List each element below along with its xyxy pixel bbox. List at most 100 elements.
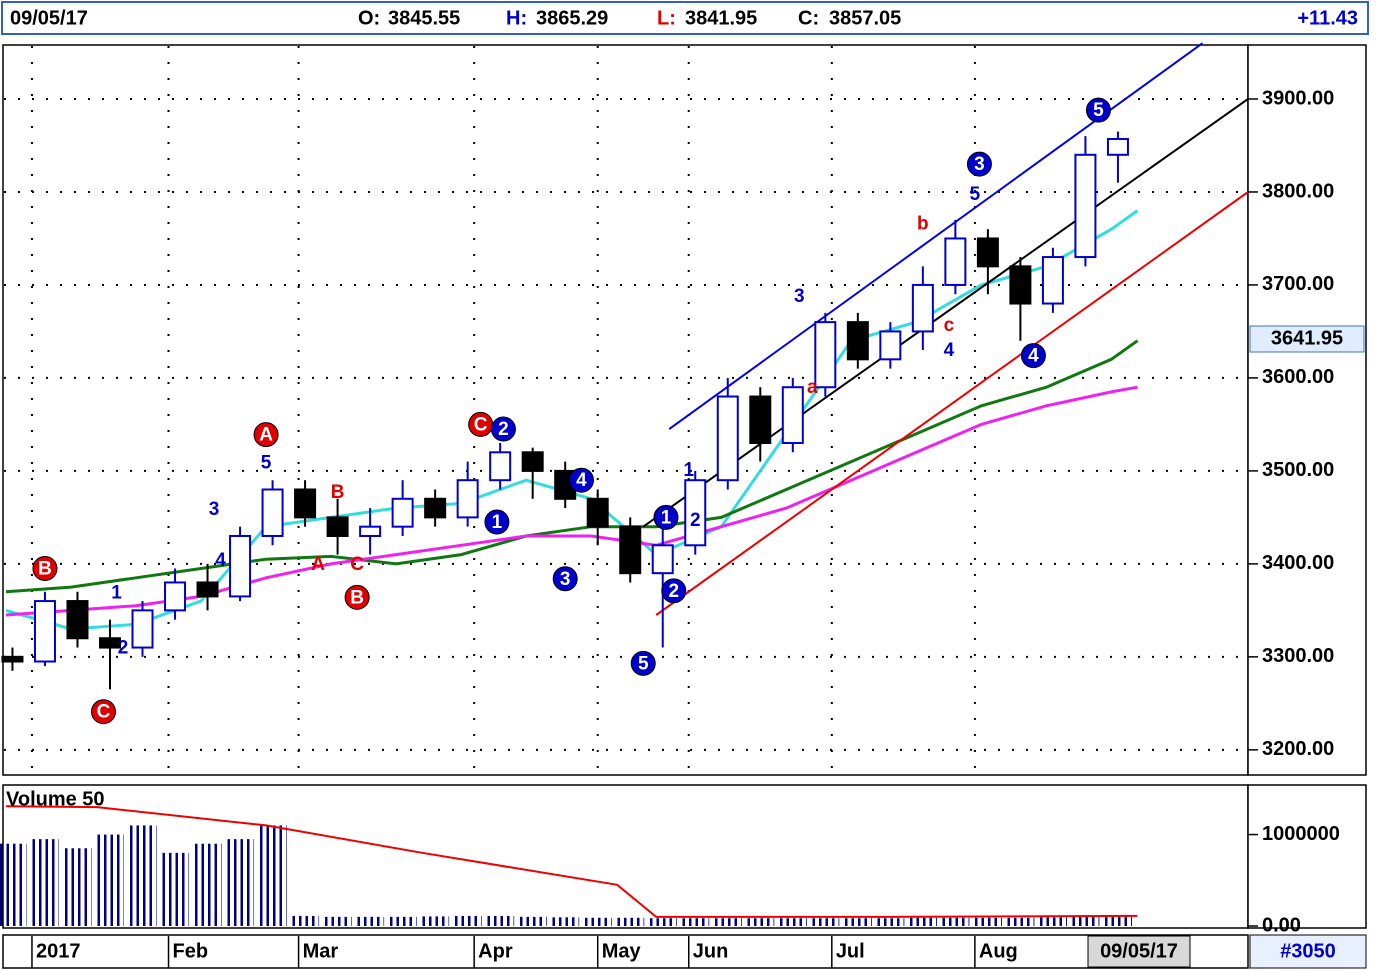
wave-label: 3 (974, 154, 985, 175)
volume-bar (1071, 916, 1100, 926)
volume-axis (1247, 784, 1367, 929)
open-value: 3845.55 (388, 7, 460, 29)
volume-bar (323, 916, 352, 926)
y-tick-label: 3700.00 (1262, 273, 1334, 295)
candle-body (326, 516, 349, 537)
candle-body (33, 600, 56, 663)
volume-bar (778, 918, 807, 926)
wave-label: 2 (690, 510, 701, 531)
cursor-date-box (1087, 935, 1191, 968)
volume-bar (258, 825, 287, 926)
candle-body (294, 488, 317, 519)
wave-marker (1085, 97, 1111, 123)
wave-label: c (944, 315, 955, 336)
y-tick-label: 1000000 (1262, 823, 1340, 845)
candle-body (879, 330, 902, 361)
y-tick-label: 3600.00 (1262, 366, 1334, 388)
candle-body (911, 283, 934, 333)
wave-label: 3 (560, 569, 571, 590)
panel-title: Volume 50 (6, 788, 105, 810)
y-tick-label: 3900.00 (1262, 87, 1334, 109)
candle-body (781, 386, 804, 445)
volume-bar (193, 843, 222, 926)
volume-bar (811, 918, 840, 926)
x-tick-label: Aug (979, 940, 1018, 962)
wave-marker (344, 584, 370, 610)
candle-body (586, 497, 609, 528)
volume-bar (551, 917, 580, 926)
candle-body (489, 451, 512, 482)
candle-body (456, 479, 479, 519)
volume-bar (843, 918, 872, 926)
volume-bar (388, 916, 417, 926)
price-box-label: 3641.95 (1271, 327, 1343, 349)
candle-body (716, 395, 739, 482)
candle-body (261, 488, 284, 537)
header-bar (1, 1, 1369, 35)
volume-bar (0, 843, 27, 926)
volume-bar (30, 839, 59, 926)
wave-marker (653, 504, 679, 530)
wave-label: 2 (498, 419, 509, 440)
candle-body (976, 237, 999, 268)
price-axis (1247, 44, 1367, 776)
wave-label: 5 (261, 452, 272, 473)
close-label: C: (798, 7, 819, 29)
candle-body (944, 237, 967, 286)
candle-body (229, 534, 252, 598)
wave-label: 5 (970, 184, 981, 205)
candle-body (846, 321, 869, 361)
volume-bar (421, 916, 450, 926)
candle-body (424, 497, 447, 519)
volume-bar (648, 918, 677, 926)
wave-label: 1 (492, 512, 503, 533)
volume-bar (356, 916, 385, 926)
volume-bar (1038, 917, 1067, 926)
x-tick-label: 2017 (36, 940, 81, 962)
candle-body (131, 609, 154, 649)
price-box (1249, 325, 1365, 353)
wave-label: A (259, 425, 273, 446)
candle-body (1074, 153, 1097, 259)
candle-body (521, 451, 544, 472)
wave-label: a (807, 377, 818, 398)
price-panel (2, 44, 1249, 776)
code: #3050 (1280, 940, 1336, 962)
wave-marker (661, 578, 687, 604)
wave-label: 5 (638, 653, 649, 674)
candle-body (1, 655, 24, 663)
candle-body (1041, 256, 1064, 305)
candle-body (619, 525, 642, 575)
volume-bar (681, 918, 710, 926)
volume-bar (973, 917, 1002, 926)
wave-label: C (350, 554, 364, 575)
change-value: +11.43 (1297, 7, 1358, 29)
date-axis (2, 934, 1249, 969)
volume-bar (226, 839, 255, 926)
wave-label: 2 (669, 581, 680, 602)
wave-marker (568, 467, 594, 493)
wave-marker (552, 566, 578, 592)
low-value: 3841.95 (685, 7, 757, 29)
x-tick-label: Jul (836, 940, 865, 962)
wave-label: B (38, 559, 52, 580)
candle-body (684, 479, 707, 547)
x-tick-label: Feb (173, 940, 209, 962)
wave-label: 3 (794, 286, 805, 307)
volume-bar (1006, 917, 1035, 926)
wave-marker (966, 151, 992, 177)
y-tick-label: 3400.00 (1262, 552, 1334, 574)
candle-body (66, 600, 89, 640)
volume-bar (713, 918, 742, 926)
volume-bar (616, 917, 645, 926)
candle-body (1106, 137, 1129, 156)
volume-average (5, 805, 1138, 918)
candle-body (651, 544, 674, 575)
wave-marker (630, 650, 656, 676)
wave-label: 1 (111, 583, 122, 604)
trend-line (642, 98, 1249, 528)
volume-bar (908, 917, 937, 926)
volume-bar (941, 917, 970, 926)
volume-bar (453, 915, 482, 926)
